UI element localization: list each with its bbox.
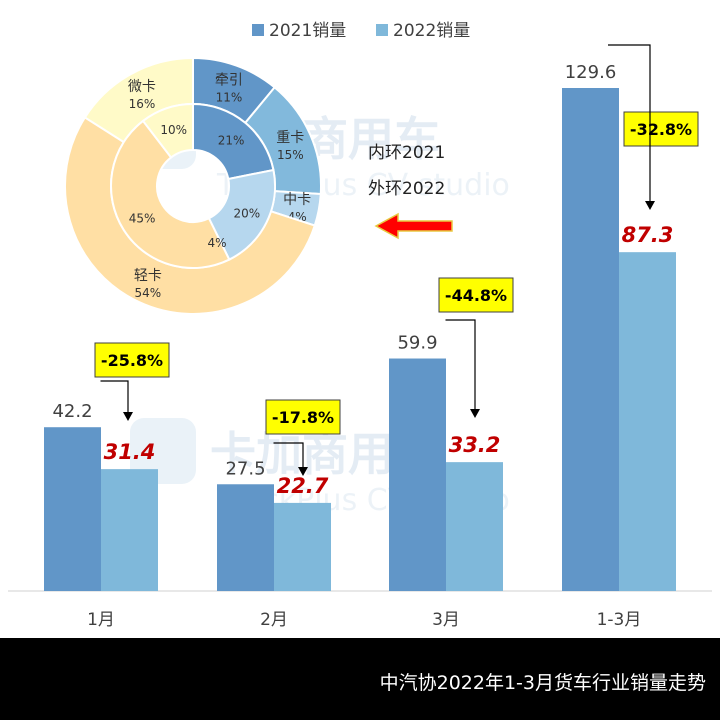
- callout-percent: -17.8%: [272, 408, 334, 427]
- inner-ring-slice: [141, 102, 194, 159]
- change-callout: -44.8%: [438, 277, 514, 418]
- slice-percent-label: 20%: [233, 207, 260, 221]
- callout-box: [94, 342, 170, 378]
- callout-percent: -32.8%: [630, 120, 692, 139]
- callout-arrow-head: [645, 201, 655, 210]
- legend-label: 2022销量: [393, 21, 470, 41]
- slice-percent-label: 54%: [135, 286, 162, 300]
- callout-arrow-line: [273, 442, 304, 470]
- legend: 2021销量 2022销量: [252, 21, 470, 41]
- callout-arrow-head: [123, 412, 133, 421]
- bar-2021: [562, 88, 619, 591]
- legend-label: 2021销量: [269, 21, 346, 41]
- bar-2021: [389, 358, 446, 591]
- legend-swatch: [376, 24, 388, 36]
- footer-bar: 中汽协2022年1-3月货车行业销量走势: [0, 638, 720, 720]
- slice-category-label: 微卡: [128, 79, 156, 95]
- callout-percent: -44.8%: [445, 286, 507, 305]
- slice-percent-label: 21%: [218, 134, 245, 148]
- legend-item: 2022销量: [376, 21, 470, 41]
- callout-box: [623, 111, 699, 147]
- callout-arrow-line: [608, 44, 651, 204]
- slice-percent-label: 16%: [129, 97, 156, 111]
- slice-percent-label: 11%: [216, 90, 243, 104]
- bar-2021: [44, 427, 101, 591]
- callout-arrow-head: [298, 467, 308, 476]
- data-label-2021: 42.2: [52, 401, 92, 422]
- watermark-logo-icon: [130, 418, 196, 484]
- callout-arrow-line: [100, 380, 129, 415]
- change-callout: -32.8%: [608, 44, 699, 210]
- slice-category-label: 牵引: [215, 72, 243, 88]
- slice-percent-label: 4%: [207, 236, 226, 250]
- callout-arrow-line: [445, 319, 476, 412]
- x-tick-label: 1月: [87, 610, 115, 630]
- bar-chart: 42.2 31.4 1月 -25.8% 27.5 22.7 2月 -17.8% 59.9 33.2…: [8, 44, 712, 630]
- slice-category-label: 轻卡: [134, 268, 162, 284]
- inner-ring-slice: [192, 102, 275, 181]
- data-label-2021: 129.6: [565, 62, 617, 83]
- inner-ring-label: 内环2021: [368, 143, 445, 163]
- bar-2021: [217, 484, 274, 591]
- left-arrow-icon: [374, 212, 453, 240]
- data-label-2021: 27.5: [225, 458, 265, 479]
- inner-ring-slice: [110, 119, 231, 269]
- bar-2022: [446, 462, 503, 591]
- x-tick-label: 3月: [432, 610, 460, 630]
- slice-category-label: 中卡: [283, 192, 311, 208]
- data-label-2022: 22.7: [277, 474, 329, 498]
- callout-percent: -25.8%: [101, 351, 163, 370]
- donut-chart: 牵引11%重卡15%中卡4%轻卡54%微卡16%21%20%45%10%4%内环…: [64, 56, 453, 315]
- slice-category-label: 重卡: [276, 130, 304, 146]
- x-tick-label: 1-3月: [597, 610, 642, 630]
- outer-ring-label: 外环2022: [368, 179, 445, 199]
- data-label-2022: 31.4: [104, 440, 156, 464]
- slice-percent-label: 10%: [160, 123, 187, 137]
- change-callout: -17.8%: [265, 399, 341, 476]
- x-tick-label: 2月: [260, 610, 288, 630]
- inner-ring-slice: [207, 168, 276, 261]
- slice-percent-label: 15%: [277, 148, 304, 162]
- legend-swatch: [252, 24, 264, 36]
- data-label-2021: 59.9: [397, 333, 437, 354]
- callout-box: [265, 399, 341, 435]
- bar-2022: [101, 469, 158, 591]
- slice-percent-label: 45%: [129, 212, 156, 226]
- bar-2022: [619, 252, 676, 591]
- callout-box: [438, 277, 514, 313]
- bar-2022: [274, 502, 331, 591]
- footer-title: 中汽协2022年1-3月货车行业销量走势: [379, 672, 706, 694]
- callout-arrow-head: [470, 409, 480, 418]
- change-callout: -25.8%: [94, 342, 170, 421]
- data-label-2022: 33.2: [449, 433, 501, 457]
- data-label-2022: 87.3: [622, 223, 674, 247]
- legend-item: 2021销量: [252, 21, 346, 41]
